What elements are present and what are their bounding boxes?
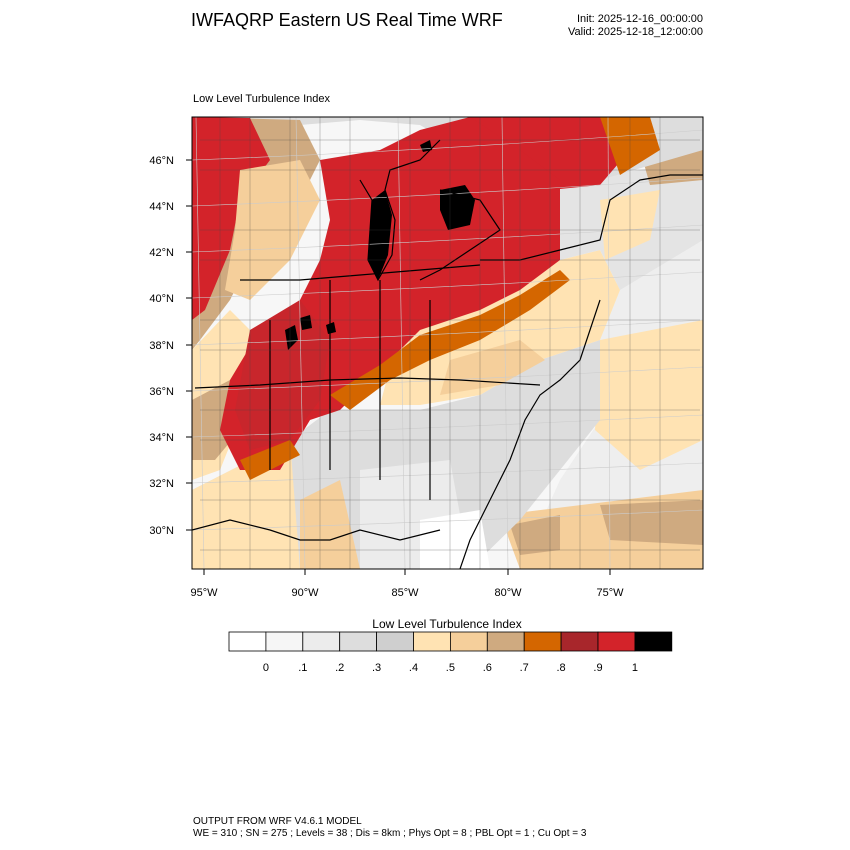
lat-label: 38°N <box>149 340 174 352</box>
init-time: Init: 2025-12-16_00:00:00 <box>577 13 703 25</box>
colorbar-tick-label: .1 <box>298 662 308 674</box>
lon-label: 90°W <box>291 587 319 599</box>
footer-model: OUTPUT FROM WRF V4.6.1 MODEL <box>193 816 362 827</box>
colorbar-swatch <box>449 631 488 652</box>
lon-label: 95°W <box>190 587 218 599</box>
lon-label: 75°W <box>596 587 624 599</box>
colorbar-swatch <box>523 631 562 652</box>
lat-label: 40°N <box>149 293 174 305</box>
colorbar-tick-label: .5 <box>445 662 455 674</box>
boundaries <box>192 139 703 569</box>
colorbar-swatch <box>634 631 673 652</box>
map-field <box>192 117 703 569</box>
lat-label: 36°N <box>149 386 174 398</box>
lat-label: 30°N <box>149 525 174 537</box>
graticule <box>192 117 703 569</box>
main-title: IWFAQRP Eastern US Real Time WRF <box>191 10 503 30</box>
colorbar-title: Low Level Turbulence Index <box>372 617 522 631</box>
colorbar-swatch <box>228 631 267 652</box>
lat-label: 32°N <box>149 478 174 490</box>
lon-label: 80°W <box>494 587 522 599</box>
colorbar-tick-label: .6 <box>482 662 492 674</box>
colorbar-tick-label: .7 <box>519 662 529 674</box>
colorbar-swatch <box>302 631 341 652</box>
colorbar-swatch <box>376 631 414 652</box>
lat-label: 34°N <box>149 432 174 444</box>
colorbar-tick-label: .2 <box>335 662 345 674</box>
lat-ticks <box>186 159 611 575</box>
colorbar-tick-label: .3 <box>372 662 382 674</box>
map-border <box>191 116 704 570</box>
colorbar-tick-label: 1 <box>631 662 638 674</box>
colorbar-swatch <box>486 631 525 652</box>
panel-title: Low Level Turbulence Index <box>193 93 330 105</box>
lat-label: 46°N <box>149 155 174 167</box>
colorbar-tick-label: .9 <box>593 662 603 674</box>
footer-config: WE = 310 ; SN = 275 ; Levels = 38 ; Dis … <box>193 828 587 839</box>
colorbar-tick-label: .4 <box>408 662 419 674</box>
county-lines <box>200 117 700 569</box>
lat-label: 44°N <box>149 201 174 213</box>
colorbar-tick-label: 0 <box>262 662 269 674</box>
colorbar-swatch <box>265 631 304 652</box>
valid-time: Valid: 2025-12-18_12:00:00 <box>568 26 703 38</box>
colorbar-tick-label: .8 <box>556 662 566 674</box>
colorbar-swatch <box>560 631 599 652</box>
colorbar-swatch <box>413 631 451 652</box>
colorbar-swatch <box>597 631 636 652</box>
colorbar-swatch <box>339 631 378 652</box>
lat-label: 42°N <box>149 247 174 259</box>
lat-labels: 46°N 44°N 42°N 40°N 38°N 36°N 34°N 32°N … <box>149 155 174 537</box>
lon-label: 85°W <box>391 587 419 599</box>
colorbar <box>228 631 673 652</box>
lon-labels: 95°W 90°W 85°W 80°W 75°W <box>190 587 624 599</box>
